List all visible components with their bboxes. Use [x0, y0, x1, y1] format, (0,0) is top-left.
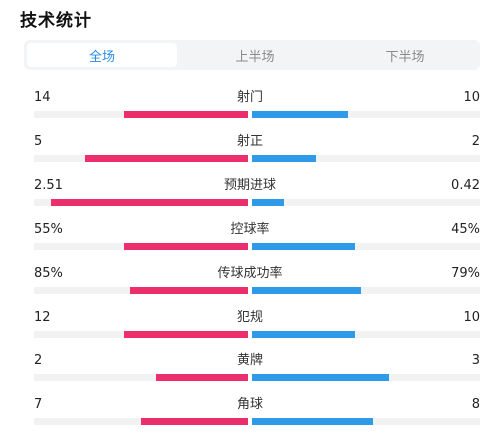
away-bar-track [252, 331, 480, 338]
away-bar [252, 287, 362, 294]
home-bar-track [34, 199, 248, 206]
home-bar [85, 155, 248, 162]
stat-label: 犯规 [236, 310, 263, 325]
away-bar-track [252, 155, 480, 162]
stat-row-yellow-cards: 2 黄牌 3 [0, 352, 500, 386]
home-bar-track [34, 331, 248, 338]
home-bar [155, 374, 248, 381]
away-bar [252, 155, 316, 162]
away-bar [252, 243, 355, 250]
away-value: 79% [451, 266, 480, 281]
page-title: 技术统计 [20, 11, 92, 31]
home-bar-track [34, 374, 248, 381]
home-bar-track [34, 111, 248, 118]
home-bar [123, 331, 248, 338]
stat-label: 射门 [236, 90, 263, 105]
home-bar-track [34, 418, 248, 425]
home-bar-track [34, 155, 248, 162]
away-bar [252, 418, 373, 425]
stat-row-possession: 55% 控球率 45% [0, 221, 500, 255]
away-bar-track [252, 418, 480, 425]
home-bar-track [34, 287, 248, 294]
home-value: 2 [34, 353, 43, 368]
away-bar [252, 199, 284, 206]
stat-label: 传球成功率 [217, 266, 283, 281]
stat-row-shots: 14 射门 10 [0, 89, 500, 123]
home-bar-track [34, 243, 248, 250]
home-value: 85% [34, 266, 63, 281]
stat-label: 射正 [236, 134, 263, 149]
away-value: 10 [463, 310, 480, 325]
away-value: 45% [451, 222, 480, 237]
tab-full-match[interactable]: 全场 [27, 43, 177, 67]
home-bar [130, 287, 248, 294]
home-bar [123, 111, 248, 118]
away-bar [252, 331, 355, 338]
home-bar [51, 199, 248, 206]
home-value: 14 [34, 90, 51, 105]
away-bar-track [252, 243, 480, 250]
stat-row-shots-on-target: 5 射正 2 [0, 133, 500, 167]
stat-row-pass-accuracy: 85% 传球成功率 79% [0, 265, 500, 299]
away-value: 10 [463, 90, 480, 105]
away-value: 0.42 [451, 178, 480, 193]
away-bar [252, 374, 389, 381]
stat-label: 预期进球 [223, 178, 276, 193]
home-value: 2.51 [34, 178, 63, 193]
home-bar [141, 418, 248, 425]
stat-label: 控球率 [230, 222, 270, 237]
home-value: 55% [34, 222, 63, 237]
home-bar [123, 243, 248, 250]
stat-label: 黄牌 [236, 353, 263, 368]
home-value: 7 [34, 397, 43, 412]
stat-row-fouls: 12 犯规 10 [0, 309, 500, 343]
away-value: 8 [471, 397, 480, 412]
tab-second-half[interactable]: 下半场 [385, 49, 425, 65]
away-value: 2 [471, 134, 480, 149]
tab-first-half[interactable]: 上半场 [235, 49, 275, 65]
home-value: 12 [34, 310, 51, 325]
away-bar-track [252, 374, 480, 381]
period-tabs: 全场 上半场 下半场 [24, 40, 480, 70]
home-value: 5 [34, 134, 43, 149]
away-value: 3 [471, 353, 480, 368]
stat-row-expected-goals: 2.51 预期进球 0.42 [0, 177, 500, 211]
away-bar-track [252, 199, 480, 206]
away-bar-track [252, 287, 480, 294]
stat-label: 角球 [236, 397, 263, 412]
stat-row-corners: 7 角球 8 [0, 396, 500, 430]
away-bar-track [252, 111, 480, 118]
away-bar [252, 111, 348, 118]
